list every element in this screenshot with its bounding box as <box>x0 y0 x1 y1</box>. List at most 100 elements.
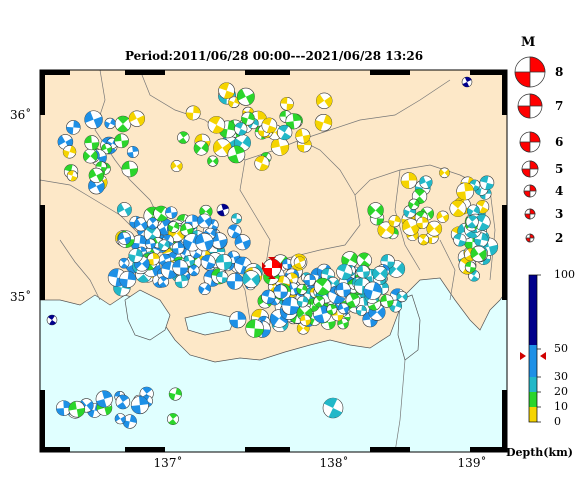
event-quadrant <box>261 290 270 297</box>
event-quadrant <box>251 309 262 318</box>
event-quadrant <box>183 255 190 263</box>
depth-tick-20: 20 <box>554 385 568 398</box>
event-quadrant <box>479 206 489 214</box>
event-quadrant <box>328 408 343 419</box>
depth-colorbar <box>520 274 546 423</box>
event-quadrant <box>314 301 323 308</box>
lat-label-36: 36˚ <box>10 108 32 122</box>
event-quadrant <box>401 180 410 189</box>
event-quadrant <box>251 273 260 286</box>
event-quadrant <box>247 112 255 121</box>
event-quadrant <box>172 259 181 268</box>
event-quadrant <box>370 318 378 327</box>
event-quadrant <box>468 215 477 222</box>
lon-label-138: 138˚ <box>319 456 349 470</box>
event-quadrant <box>470 275 479 282</box>
depth-tick-50: 50 <box>554 342 568 355</box>
event-quadrant <box>457 239 466 247</box>
event-quadrant <box>297 144 305 153</box>
event-quadrant <box>223 261 232 271</box>
event-quadrant <box>420 239 428 245</box>
event-quadrant <box>121 161 130 170</box>
event-quadrant <box>152 252 160 260</box>
event-quadrant <box>485 182 494 190</box>
event-quadrant <box>346 300 356 308</box>
depth-tick-100: 100 <box>554 268 575 281</box>
event-quadrant <box>66 126 74 135</box>
event-quadrant <box>464 76 472 82</box>
event-quadrant <box>395 300 402 308</box>
event-quadrant <box>197 215 205 226</box>
event-quadrant <box>292 113 302 122</box>
event-quadrant <box>124 236 131 245</box>
event-quadrant <box>207 157 213 165</box>
event-quadrant <box>444 169 450 177</box>
event-quadrant <box>168 224 174 232</box>
event-quadrant <box>195 233 205 245</box>
event-quadrant <box>89 168 97 179</box>
event-quadrant <box>73 120 81 128</box>
event-quadrant <box>106 146 112 154</box>
event-quadrant <box>336 282 344 291</box>
event-quadrant <box>402 293 408 301</box>
event-quadrant <box>323 398 338 408</box>
event-quadrant <box>154 206 166 214</box>
depth-tick-30: 30 <box>554 370 568 383</box>
event-quadrant <box>180 223 187 232</box>
event-quadrant <box>269 299 278 306</box>
event-quadrant <box>396 262 405 275</box>
event-quadrant <box>117 116 129 125</box>
event-quadrant <box>236 218 242 224</box>
event-quadrant <box>96 398 107 408</box>
event-quadrant <box>362 312 371 321</box>
mag-label-6: 6 <box>555 135 564 149</box>
event-quadrant <box>242 239 251 250</box>
event-quadrant <box>223 90 235 99</box>
event-quadrant <box>238 128 247 136</box>
event-quadrant <box>134 218 141 228</box>
event-quadrant <box>140 246 147 253</box>
event-quadrant <box>254 328 264 338</box>
event-quadrant <box>323 114 332 126</box>
event-quadrant <box>273 284 281 292</box>
event-quadrant <box>474 238 482 247</box>
event-quadrant <box>227 120 237 131</box>
event-quadrant <box>281 297 292 306</box>
event-quadrant <box>221 277 229 284</box>
event-quadrant <box>171 211 178 219</box>
event-quadrant <box>305 319 311 326</box>
event-quadrant <box>271 137 280 149</box>
event-quadrant <box>131 405 141 414</box>
event-quadrant <box>380 294 387 303</box>
event-quadrant <box>193 105 201 114</box>
event-quadrant <box>184 273 190 281</box>
event-quadrant <box>189 259 195 267</box>
event-quadrant <box>175 281 183 288</box>
event-quadrant <box>216 271 223 278</box>
event-quadrant <box>280 97 288 104</box>
event-quadrant <box>70 175 78 182</box>
event-quadrant <box>480 175 489 183</box>
event-quadrant <box>285 121 295 130</box>
event-quadrant <box>415 211 425 218</box>
event-quadrant <box>368 303 377 311</box>
event-quadrant <box>209 116 221 125</box>
lat-label-35: 35˚ <box>10 290 32 304</box>
event-quadrant <box>217 210 225 216</box>
event-quadrant <box>297 324 304 333</box>
event-quadrant <box>164 240 170 248</box>
event-quadrant <box>302 134 311 144</box>
event-quadrant <box>349 252 359 264</box>
event-quadrant <box>377 224 387 237</box>
mikawa-bay <box>184 311 236 336</box>
event-quadrant <box>201 254 211 262</box>
event-quadrant <box>127 151 134 158</box>
event-quadrant <box>297 256 306 263</box>
event-quadrant <box>76 407 85 418</box>
event-quadrant <box>228 100 234 108</box>
event-quadrant <box>101 390 113 399</box>
event-quadrant <box>304 308 313 319</box>
event-quadrant <box>465 229 478 239</box>
event-quadrant <box>138 396 149 406</box>
event-quadrant <box>129 168 138 177</box>
